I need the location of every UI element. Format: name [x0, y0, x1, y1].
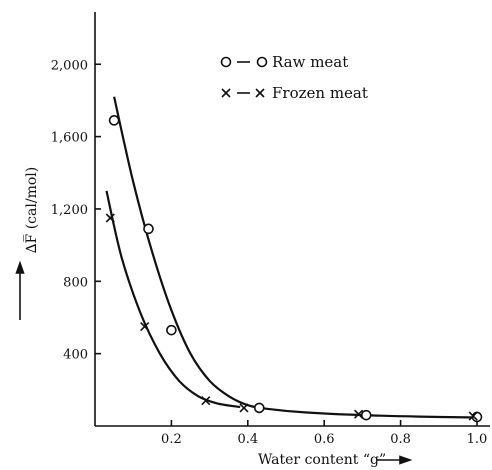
frozen-meat-point: [239, 403, 249, 413]
legend-raw-marker-left: [220, 56, 232, 68]
y-axis-title-group: ∆F̅ (cal/mol): [21, 167, 40, 253]
y-tick-label: 1,600: [51, 131, 88, 146]
legend-frozen-marker-left: [221, 88, 231, 98]
y-ticks: 400 800 1,200 1,600 2,000: [51, 58, 101, 363]
frozen-meat-curve: [105, 190, 241, 409]
y-tick-label: 400: [63, 348, 88, 363]
raw-meat-curve: [113, 96, 478, 419]
x-axis-title: Water content “g”: [258, 452, 386, 468]
raw-meat-point: [108, 115, 120, 126]
raw-meat-point: [253, 402, 265, 414]
frozen-meat-point: [105, 213, 115, 223]
raw-meat-point: [360, 409, 372, 421]
legend: Raw meat Frozen meat: [220, 53, 368, 102]
legend-raw-marker-right: [256, 56, 268, 68]
legend-frozen-marker-right: [255, 88, 265, 98]
y-axis-title: ∆F̅ (cal/mol): [21, 167, 40, 253]
frozen-meat-point: [468, 411, 478, 421]
legend-frozen-label: Frozen meat: [272, 84, 368, 102]
y-tick-label: 1,200: [51, 203, 88, 218]
y-axis-arrow-head: [15, 260, 25, 274]
x-ticks: 0.2 0.4 0.6 0.8 1.0: [161, 420, 487, 447]
frozen-meat-point: [140, 321, 150, 332]
x-axis-arrow-head: [399, 455, 413, 465]
x-tick-label: 0.2: [161, 432, 182, 447]
y-tick-label: 800: [63, 275, 88, 290]
raw-meat-point: [166, 324, 177, 336]
x-tick-label: 0.4: [237, 432, 258, 447]
x-tick-label: 0.6: [314, 432, 335, 447]
y-tick-label: 2,000: [51, 58, 88, 73]
x-tick-label: 1.0: [467, 432, 488, 447]
series-curves: [105, 96, 478, 419]
series-markers: [105, 115, 483, 423]
frozen-meat-point: [354, 409, 364, 419]
raw-meat-point: [143, 223, 154, 235]
legend-raw-label: Raw meat: [272, 53, 348, 71]
frozen-meat-point: [201, 396, 211, 406]
x-tick-label: 0.8: [390, 432, 411, 447]
